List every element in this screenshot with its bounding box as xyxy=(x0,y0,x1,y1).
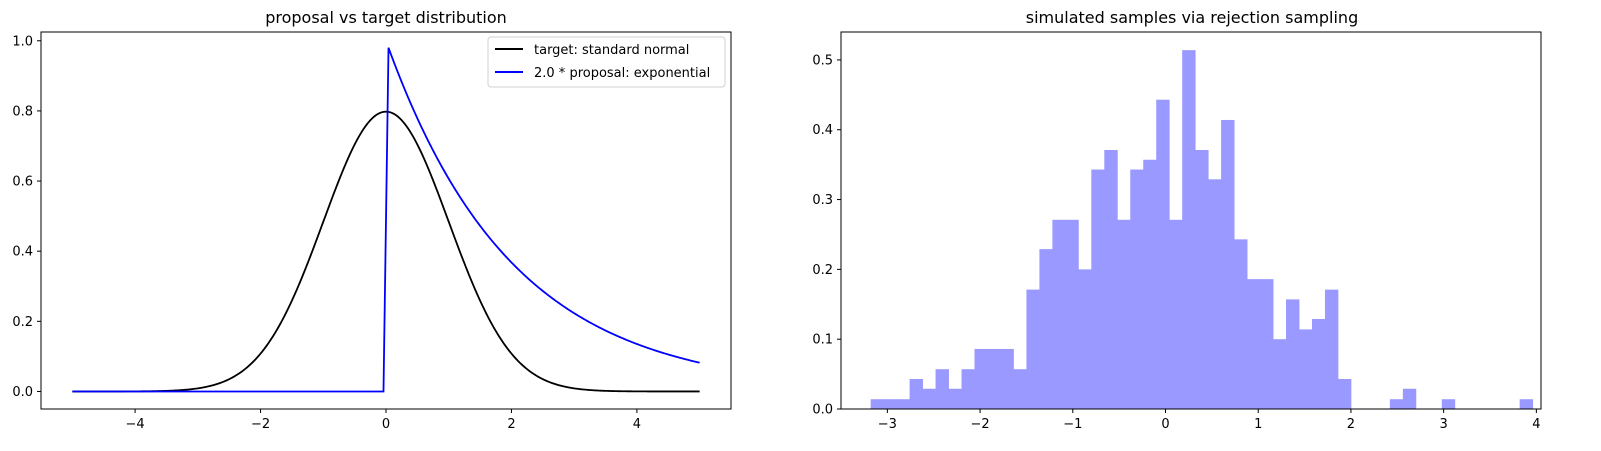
histogram-bar xyxy=(1143,159,1157,409)
histogram-bar xyxy=(1260,279,1274,409)
histogram-bar xyxy=(1078,269,1092,409)
histogram-bar xyxy=(1039,249,1053,409)
histogram-bar xyxy=(987,348,1001,409)
histogram-bar xyxy=(1273,339,1287,409)
y-tick-label: 0.3 xyxy=(812,193,833,208)
y-tick-label: 0.0 xyxy=(812,403,833,418)
x-tick-label: 2 xyxy=(1347,417,1355,432)
histogram-bar xyxy=(1156,99,1170,409)
x-tick-label: 0 xyxy=(1161,417,1169,432)
x-tick-label: 2 xyxy=(507,417,515,432)
histogram-bar xyxy=(909,378,923,409)
histogram-bar xyxy=(1091,169,1105,409)
y-tick-label: 0.1 xyxy=(812,333,833,348)
histogram-bars xyxy=(870,50,1534,409)
x-tick-label: 3 xyxy=(1440,417,1448,432)
histogram-bar xyxy=(870,399,885,409)
line-target-standard-normal xyxy=(72,110,700,393)
histogram-bar xyxy=(974,348,988,409)
legend-box xyxy=(487,36,726,88)
histogram-bar xyxy=(1130,169,1144,409)
histogram-bar xyxy=(948,388,962,409)
histogram-bar xyxy=(1182,50,1196,409)
legend-label-proposal: 2.0 * proposal: exponential xyxy=(534,66,710,81)
y-tick-label: 0.5 xyxy=(812,53,833,68)
histogram-bar xyxy=(1065,219,1079,409)
histogram-bar xyxy=(961,369,975,409)
legend-label-target: target: standard normal xyxy=(534,43,689,58)
histogram-bar xyxy=(1247,279,1261,409)
chart-rejection-samples: simulated samples via rejection sampling… xyxy=(812,8,1542,432)
x-tick-label: −3 xyxy=(878,417,897,432)
y-tick-label: 1.0 xyxy=(12,34,33,49)
x-tick-label: −2 xyxy=(970,417,989,432)
y-axis: 0.0 0.1 0.2 0.3 0.4 0.5 xyxy=(812,53,841,418)
x-axis: −4 −2 0 2 4 xyxy=(126,409,641,432)
x-tick-label: 0 xyxy=(382,417,390,432)
y-tick-label: 0.2 xyxy=(812,263,833,278)
histogram-bar xyxy=(1519,399,1534,409)
y-tick-label: 0.6 xyxy=(12,175,33,190)
histogram-bar xyxy=(1389,399,1404,409)
histogram-bar xyxy=(1311,318,1326,409)
chart-proposal-vs-target: proposal vs target distribution −4 −2 0 2 4 … xyxy=(12,8,732,432)
plot-frame xyxy=(840,31,1542,410)
histogram-bar xyxy=(1052,219,1066,409)
histogram-bar xyxy=(883,399,898,409)
histogram-bar xyxy=(1286,299,1300,409)
histogram-bar xyxy=(896,399,911,409)
histogram-bar xyxy=(935,369,949,409)
line-series-group xyxy=(72,47,700,393)
x-tick-label: −4 xyxy=(126,417,145,432)
y-tick-label: 0.0 xyxy=(12,385,33,400)
histogram-bar xyxy=(1337,378,1352,409)
chart-title: simulated samples via rejection sampling xyxy=(1026,8,1358,27)
histogram-bar xyxy=(1221,119,1235,409)
histogram-bar xyxy=(1234,239,1248,409)
line-proposal-exponential xyxy=(72,47,700,393)
x-axis: −3 −2 −1 0 1 2 3 4 xyxy=(878,409,1541,432)
histogram-bar xyxy=(1000,348,1014,409)
histogram-bar xyxy=(922,388,936,409)
histogram-bar xyxy=(1299,329,1313,409)
x-tick-label: 4 xyxy=(1532,417,1540,432)
y-tick-label: 0.4 xyxy=(12,245,33,260)
histogram-bar xyxy=(1026,289,1040,409)
histogram-bar xyxy=(1208,179,1222,409)
histogram-bar xyxy=(1104,149,1118,409)
y-tick-label: 0.8 xyxy=(12,104,33,119)
x-tick-label: −2 xyxy=(251,417,270,432)
histogram-bar xyxy=(1441,399,1456,409)
x-tick-label: 1 xyxy=(1254,417,1262,432)
chart-title: proposal vs target distribution xyxy=(265,8,507,27)
histogram-bar xyxy=(1117,219,1131,409)
y-axis: 0.0 0.2 0.4 0.6 0.8 1.0 xyxy=(12,34,41,400)
x-tick-label: 4 xyxy=(633,417,641,432)
legend: target: standard normal 2.0 * proposal: … xyxy=(487,36,726,88)
histogram-bar xyxy=(1324,289,1339,409)
x-tick-label: −1 xyxy=(1063,417,1082,432)
histogram-bar xyxy=(1169,219,1183,409)
histogram-bar xyxy=(1013,369,1027,409)
y-tick-label: 0.4 xyxy=(812,123,833,138)
histogram-bar xyxy=(1195,149,1209,409)
y-tick-label: 0.2 xyxy=(12,315,33,330)
histogram-bar xyxy=(1402,388,1417,409)
